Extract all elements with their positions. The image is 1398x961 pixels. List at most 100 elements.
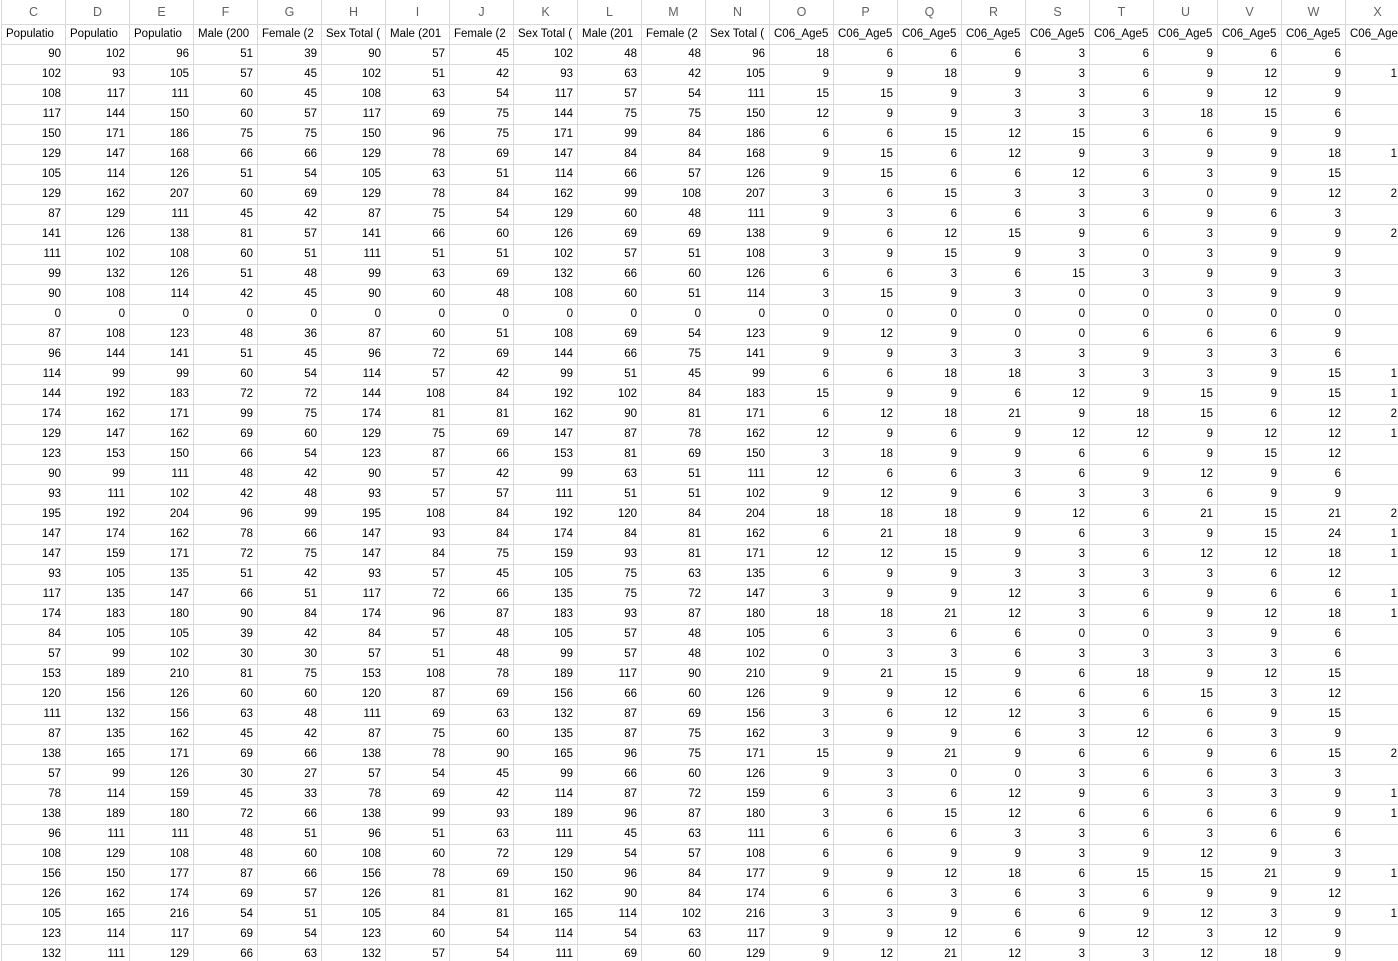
cell-X-46[interactable] (1346, 945, 1398, 961)
cell-R-2[interactable]: 9 (962, 65, 1026, 85)
cell-E-21[interactable]: 150 (130, 445, 194, 465)
cell-N-17[interactable]: 99 (706, 365, 770, 385)
cell-T-33[interactable]: 6 (1090, 685, 1154, 705)
cell-G-12[interactable]: 48 (258, 265, 322, 285)
cell-I-12[interactable]: 63 (386, 265, 450, 285)
cell-P-43[interactable]: 6 (834, 885, 898, 905)
cell-U-4[interactable]: 18 (1154, 105, 1218, 125)
cell-O-42[interactable]: 9 (770, 865, 834, 885)
cell-O-46[interactable]: 9 (770, 945, 834, 961)
cell-O-28[interactable]: 3 (770, 585, 834, 605)
cell-P-38[interactable]: 3 (834, 785, 898, 805)
cell-U-34[interactable]: 6 (1154, 705, 1218, 725)
cell-L-19[interactable]: 90 (578, 405, 642, 425)
cell-G-8[interactable]: 69 (258, 185, 322, 205)
cell-T-25[interactable]: 3 (1090, 525, 1154, 545)
cell-I-39[interactable]: 99 (386, 805, 450, 825)
cell-Q-19[interactable]: 18 (898, 405, 962, 425)
cell-P-36[interactable]: 9 (834, 745, 898, 765)
cell-N-38[interactable]: 159 (706, 785, 770, 805)
cell-R-35[interactable]: 6 (962, 725, 1026, 745)
cell-P-22[interactable]: 6 (834, 465, 898, 485)
column-header-T[interactable]: T (1090, 0, 1154, 25)
cell-O-14[interactable]: 0 (770, 305, 834, 325)
cell-C-10[interactable]: 141 (2, 225, 66, 245)
cell-R-11[interactable]: 9 (962, 245, 1026, 265)
cell-I-8[interactable]: 78 (386, 185, 450, 205)
cell-V-16[interactable]: 3 (1218, 345, 1282, 365)
cell-F-45[interactable]: 69 (194, 925, 258, 945)
cell-U-21[interactable]: 9 (1154, 445, 1218, 465)
cell-F-8[interactable]: 60 (194, 185, 258, 205)
cell-Q-38[interactable]: 6 (898, 785, 962, 805)
field-header-K[interactable]: Sex Total ( (514, 25, 578, 45)
cell-E-15[interactable]: 123 (130, 325, 194, 345)
cell-X-7[interactable] (1346, 165, 1398, 185)
cell-O-43[interactable]: 6 (770, 885, 834, 905)
cell-X-27[interactable] (1346, 565, 1398, 585)
cell-V-2[interactable]: 12 (1218, 65, 1282, 85)
cell-Q-39[interactable]: 15 (898, 805, 962, 825)
cell-W-42[interactable]: 9 (1282, 865, 1346, 885)
cell-T-30[interactable]: 0 (1090, 625, 1154, 645)
cell-T-20[interactable]: 12 (1090, 425, 1154, 445)
cell-R-4[interactable]: 3 (962, 105, 1026, 125)
cell-G-46[interactable]: 63 (258, 945, 322, 961)
cell-G-4[interactable]: 57 (258, 105, 322, 125)
cell-G-35[interactable]: 42 (258, 725, 322, 745)
cell-F-39[interactable]: 72 (194, 805, 258, 825)
cell-D-18[interactable]: 192 (66, 385, 130, 405)
cell-F-2[interactable]: 57 (194, 65, 258, 85)
cell-X-39[interactable]: 1 (1346, 805, 1398, 825)
cell-S-20[interactable]: 12 (1026, 425, 1090, 445)
cell-X-40[interactable] (1346, 825, 1398, 845)
cell-F-17[interactable]: 60 (194, 365, 258, 385)
cell-K-17[interactable]: 99 (514, 365, 578, 385)
cell-X-25[interactable]: 1 (1346, 525, 1398, 545)
cell-V-34[interactable]: 9 (1218, 705, 1282, 725)
cell-M-17[interactable]: 45 (642, 365, 706, 385)
column-header-S[interactable]: S (1026, 0, 1090, 25)
cell-C-6[interactable]: 129 (2, 145, 66, 165)
cell-E-35[interactable]: 162 (130, 725, 194, 745)
cell-K-2[interactable]: 93 (514, 65, 578, 85)
cell-S-33[interactable]: 6 (1026, 685, 1090, 705)
cell-N-27[interactable]: 135 (706, 565, 770, 585)
field-header-Q[interactable]: C06_Age5 (898, 25, 962, 45)
cell-Q-35[interactable]: 9 (898, 725, 962, 745)
cell-H-45[interactable]: 123 (322, 925, 386, 945)
cell-F-21[interactable]: 66 (194, 445, 258, 465)
cell-H-17[interactable]: 114 (322, 365, 386, 385)
cell-W-5[interactable]: 9 (1282, 125, 1346, 145)
cell-H-39[interactable]: 138 (322, 805, 386, 825)
cell-D-42[interactable]: 150 (66, 865, 130, 885)
cell-V-3[interactable]: 12 (1218, 85, 1282, 105)
cell-O-37[interactable]: 9 (770, 765, 834, 785)
cell-D-39[interactable]: 189 (66, 805, 130, 825)
cell-M-22[interactable]: 51 (642, 465, 706, 485)
cell-L-9[interactable]: 60 (578, 205, 642, 225)
cell-M-20[interactable]: 78 (642, 425, 706, 445)
cell-E-13[interactable]: 114 (130, 285, 194, 305)
cell-W-26[interactable]: 18 (1282, 545, 1346, 565)
cell-W-4[interactable]: 6 (1282, 105, 1346, 125)
cell-M-29[interactable]: 87 (642, 605, 706, 625)
cell-T-15[interactable]: 6 (1090, 325, 1154, 345)
cell-L-8[interactable]: 99 (578, 185, 642, 205)
cell-D-5[interactable]: 171 (66, 125, 130, 145)
cell-F-22[interactable]: 48 (194, 465, 258, 485)
cell-I-43[interactable]: 81 (386, 885, 450, 905)
cell-P-14[interactable]: 0 (834, 305, 898, 325)
cell-I-14[interactable]: 0 (386, 305, 450, 325)
cell-F-25[interactable]: 78 (194, 525, 258, 545)
cell-L-2[interactable]: 63 (578, 65, 642, 85)
cell-R-9[interactable]: 6 (962, 205, 1026, 225)
cell-S-41[interactable]: 3 (1026, 845, 1090, 865)
cell-Q-5[interactable]: 15 (898, 125, 962, 145)
cell-E-4[interactable]: 150 (130, 105, 194, 125)
cell-M-26[interactable]: 81 (642, 545, 706, 565)
cell-N-26[interactable]: 171 (706, 545, 770, 565)
cell-V-44[interactable]: 3 (1218, 905, 1282, 925)
cell-S-16[interactable]: 3 (1026, 345, 1090, 365)
cell-P-16[interactable]: 9 (834, 345, 898, 365)
